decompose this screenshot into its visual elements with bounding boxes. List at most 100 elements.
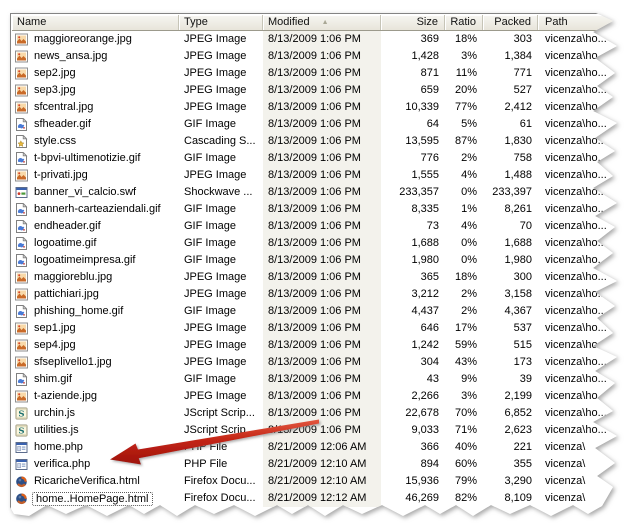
- file-path: vicenza\: [545, 475, 586, 487]
- jpeg-file-icon: [15, 322, 28, 335]
- file-row[interactable]: t-aziende.jpg JPEG Image 8/13/2009 1:06 PM…: [12, 388, 617, 405]
- svg-text:S: S: [18, 426, 24, 436]
- file-packed: 515: [513, 339, 532, 351]
- file-modified: 8/13/2009 1:06 PM: [263, 82, 381, 99]
- jpeg-file-icon: [15, 50, 28, 63]
- file-modified: 8/13/2009 1:06 PM: [263, 303, 381, 320]
- file-path: vicenza\ho...: [545, 288, 607, 300]
- column-label: Path: [545, 16, 568, 28]
- file-row[interactable]: home..HomePage.html Firefox Docu... 8/21/2…: [12, 490, 617, 507]
- file-size: 776: [420, 152, 439, 164]
- file-size: 1,980: [411, 254, 439, 266]
- file-row[interactable]: sep4.jpg JPEG Image 8/13/2009 1:06 PM 1,242…: [12, 337, 617, 354]
- file-row[interactable]: pattichiari.jpg JPEG Image 8/13/2009 1:06 …: [12, 286, 617, 303]
- column-header-modified[interactable]: Modified ▲: [263, 15, 381, 30]
- file-modified: 8/13/2009 1:06 PM: [263, 65, 381, 82]
- file-row[interactable]: style.css Cascading S... 8/13/2009 1:06 PM…: [12, 133, 617, 150]
- file-name-cell: maggioreorange.jpg: [12, 31, 179, 48]
- file-packed: 8,109: [504, 492, 532, 504]
- file-modified: 8/13/2009 1:06 PM: [263, 184, 381, 201]
- file-list-view: Name Type Modified ▲ Size Ratio Packed Pa…: [12, 15, 617, 507]
- file-row[interactable]: shim.gif GIF Image 8/13/2009 1:06 PM 43 9% 39…: [12, 371, 617, 388]
- file-row[interactable]: sep3.jpg JPEG Image 8/13/2009 1:06 PM 659 20…: [12, 82, 617, 99]
- file-name: bannerh-carteaziendali.gif: [34, 203, 161, 215]
- file-row[interactable]: sep2.jpg JPEG Image 8/13/2009 1:06 PM 871 11…: [12, 65, 617, 82]
- file-path: vicenza\ho...: [545, 152, 607, 164]
- file-packed: 771: [513, 67, 532, 79]
- file-modified: 8/13/2009 1:06 PM: [263, 48, 381, 65]
- file-row[interactable]: banner_vi_calcio.swf Shockwave ... 8/13/20…: [12, 184, 617, 201]
- file-type: Firefox Docu...: [184, 492, 256, 504]
- file-row[interactable]: t-privati.jpg JPEG Image 8/13/2009 1:06 PM…: [12, 167, 617, 184]
- file-name: utilities.js: [34, 424, 79, 436]
- file-name: phishing_home.gif: [34, 305, 124, 317]
- file-row[interactable]: maggioreorange.jpg JPEG Image 8/13/2009 1:…: [12, 31, 617, 48]
- file-path: vicenza\ho...: [545, 84, 607, 96]
- file-row[interactable]: logoatimeimpresa.gif GIF Image 8/13/2009 1…: [12, 252, 617, 269]
- file-row[interactable]: endheader.gif GIF Image 8/13/2009 1:06 PM 7…: [12, 218, 617, 235]
- file-packed: 70: [519, 220, 532, 232]
- file-row[interactable]: sfheader.gif GIF Image 8/13/2009 1:06 PM 64…: [12, 116, 617, 133]
- file-row[interactable]: t-bpvi-ultimenotizie.gif GIF Image 8/13/20…: [12, 150, 617, 167]
- column-header-type[interactable]: Type: [179, 15, 263, 30]
- file-name: endheader.gif: [34, 220, 101, 232]
- file-modified: 8/13/2009 1:06 PM: [263, 218, 381, 235]
- column-header-path[interactable]: Path: [538, 15, 617, 30]
- firefox-file-icon: [15, 492, 28, 505]
- file-name-cell: t-bpvi-ultimenotizie.gif: [12, 150, 179, 167]
- file-name: sep2.jpg: [34, 67, 76, 79]
- file-path: vicenza\ho...: [545, 373, 607, 385]
- file-path: vicenza\ho...: [545, 186, 607, 198]
- jpeg-file-icon: [15, 356, 28, 369]
- file-name-cell: phishing_home.gif: [12, 303, 179, 320]
- file-type: JScript Scrip...: [184, 424, 255, 436]
- file-row[interactable]: home.php PHP File 8/21/2009 12:06 AM 366 40%…: [12, 439, 617, 456]
- file-name-cell: news_ansa.jpg: [12, 48, 179, 65]
- file-row[interactable]: logoatime.gif GIF Image 8/13/2009 1:06 PM 1…: [12, 235, 617, 252]
- file-size: 46,269: [405, 492, 439, 504]
- file-name-cell: bannerh-carteaziendali.gif: [12, 201, 179, 218]
- file-name: style.css: [34, 135, 77, 147]
- file-list: maggioreorange.jpg JPEG Image 8/13/2009 1:…: [12, 31, 617, 507]
- file-packed: 537: [513, 322, 532, 334]
- column-header-name[interactable]: Name: [12, 15, 179, 30]
- file-row[interactable]: sfseplivello1.jpg JPEG Image 8/13/2009 1:0…: [12, 354, 617, 371]
- file-size: 43: [426, 373, 439, 385]
- file-type: GIF Image: [184, 254, 236, 266]
- column-header-ratio[interactable]: Ratio: [445, 15, 483, 30]
- file-modified: 8/13/2009 1:06 PM: [263, 269, 381, 286]
- file-size: 64: [426, 118, 439, 130]
- file-modified: 8/13/2009 1:06 PM: [263, 388, 381, 405]
- file-packed: 221: [513, 441, 532, 453]
- file-name-cell: logoatime.gif: [12, 235, 179, 252]
- column-header-packed[interactable]: Packed: [483, 15, 538, 30]
- column-label: Ratio: [450, 16, 476, 28]
- file-name: sfseplivello1.jpg: [34, 356, 112, 368]
- file-row[interactable]: bannerh-carteaziendali.gif GIF Image 8/13/…: [12, 201, 617, 218]
- jpeg-file-icon: [15, 84, 28, 97]
- file-name: RicaricheVerifica.html: [34, 475, 140, 487]
- file-row[interactable]: RicaricheVerifica.html Firefox Docu... 8/2…: [12, 473, 617, 490]
- file-path: vicenza\: [545, 441, 586, 453]
- file-row[interactable]: sfcentral.jpg JPEG Image 8/13/2009 1:06 PM…: [12, 99, 617, 116]
- file-row[interactable]: phishing_home.gif GIF Image 8/13/2009 1:06…: [12, 303, 617, 320]
- file-ratio: 0%: [461, 237, 477, 249]
- file-row[interactable]: sep1.jpg JPEG Image 8/13/2009 1:06 PM 646 17…: [12, 320, 617, 337]
- file-packed: 300: [513, 271, 532, 283]
- file-ratio: 82%: [454, 492, 477, 504]
- column-label: Size: [416, 16, 438, 28]
- file-modified: 8/13/2009 1:06 PM: [263, 116, 381, 133]
- file-type: JPEG Image: [184, 33, 247, 45]
- file-row[interactable]: verifica.php PHP File 8/21/2009 12:10 AM 89…: [12, 456, 617, 473]
- file-size: 233,357: [399, 186, 439, 198]
- column-header-size[interactable]: Size: [381, 15, 445, 30]
- file-modified: 8/21/2009 12:06 AM: [263, 439, 381, 456]
- file-row[interactable]: maggioreblu.jpg JPEG Image 8/13/2009 1:06 …: [12, 269, 617, 286]
- file-type: GIF Image: [184, 203, 236, 215]
- file-name: pattichiari.jpg: [34, 288, 99, 300]
- file-row[interactable]: news_ansa.jpg JPEG Image 8/13/2009 1:06 PM…: [12, 48, 617, 65]
- file-type: GIF Image: [184, 237, 236, 249]
- file-ratio: 0%: [461, 186, 477, 198]
